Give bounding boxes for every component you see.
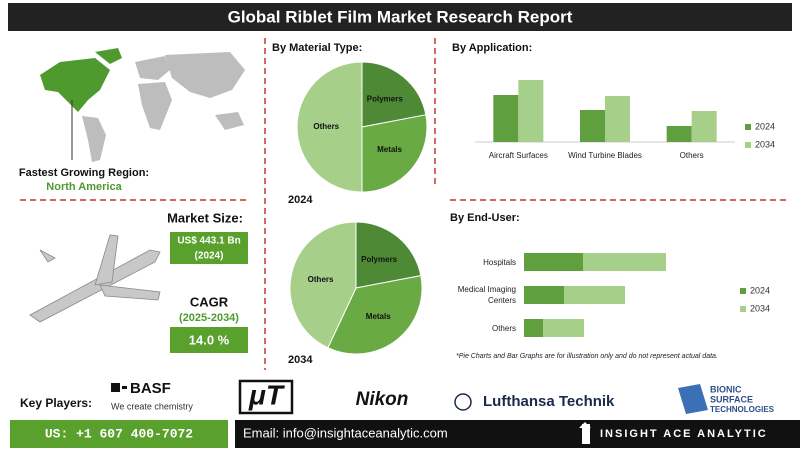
bar <box>518 80 544 142</box>
bar <box>543 319 584 337</box>
pie-slice <box>289 221 357 349</box>
phone-box <box>10 420 228 448</box>
legend-swatch <box>745 124 751 130</box>
phone: US: +1 607 400-7072 <box>45 426 193 441</box>
legend-swatch <box>740 306 746 312</box>
market-size-label: Market Size: <box>167 210 243 225</box>
x-tick-label: Others <box>680 151 704 160</box>
bionic-line: TECHNOLOGIES <box>710 405 775 414</box>
brand-icon <box>579 422 591 444</box>
title: Global Riblet Film Market Research Repor… <box>228 7 573 26</box>
legend-label: 2024 <box>750 285 770 295</box>
title-bar <box>8 3 792 31</box>
world-map <box>40 48 245 162</box>
slice-label: Metals <box>377 145 402 154</box>
bionic-icon <box>678 384 708 414</box>
chart-title: By Application: <box>452 42 532 54</box>
lufthansa-logo: Lufthansa Technik <box>483 393 615 410</box>
slice-label: Polymers <box>361 255 398 264</box>
y-tick-label: Hospitals <box>483 257 516 267</box>
market-size-value: US$ 443.1 Bn <box>177 236 240 247</box>
bar <box>524 286 564 304</box>
bar <box>580 110 605 142</box>
slice-label: Polymers <box>367 95 404 104</box>
market-size-year: (2024) <box>195 251 224 262</box>
email: Email: info@insightaceanalytic.com <box>243 425 448 440</box>
basf: BASF <box>130 380 171 397</box>
bar <box>605 96 630 142</box>
x-tick-label: Wind Turbine Blades <box>568 151 642 160</box>
pie-slice <box>361 61 427 128</box>
region-value: North America <box>46 181 122 193</box>
legend-swatch <box>740 288 746 294</box>
y-tick-label: Others <box>491 323 516 333</box>
legend-swatch <box>745 142 751 148</box>
pie-slice <box>361 114 428 193</box>
legend-label: 2034 <box>750 303 770 313</box>
slice-label: Others <box>308 275 334 284</box>
mut-logo: μT <box>248 379 286 410</box>
bar <box>493 95 519 142</box>
bionic-line: SURFACE <box>710 394 753 404</box>
chart-subtitle: 2034 <box>288 354 313 366</box>
bar <box>583 253 666 271</box>
x-tick-label: Aircraft Surfaces <box>489 151 548 160</box>
brand: INSIGHT ACE ANALYTIC <box>600 428 768 440</box>
basf-logo: BASF We create chemistry <box>111 380 193 411</box>
region-label: Fastest Growing Region: <box>19 167 149 179</box>
cagr-box <box>170 327 248 353</box>
footer-bar <box>235 420 800 448</box>
y-tick-label: Medical Imaging Centers <box>457 285 516 305</box>
legend-label: 2024 <box>755 121 775 131</box>
mut-logo-frame <box>238 379 294 415</box>
bar <box>691 111 717 142</box>
nikon-logo: Nikon <box>356 389 409 410</box>
pie-slice <box>355 221 422 289</box>
airplane <box>29 234 161 323</box>
market-size-box <box>170 232 248 264</box>
pie-slice <box>296 61 363 193</box>
key-players-label: Key Players: <box>20 396 92 410</box>
pie-slice <box>327 275 423 355</box>
slice-label: Metals <box>366 312 391 321</box>
bar <box>524 253 583 271</box>
lufthansa-crane <box>454 393 472 411</box>
bar <box>666 126 692 142</box>
basf-tagline: We create chemistry <box>111 401 193 411</box>
bar <box>524 319 543 337</box>
chart-title: By End-User: <box>450 212 520 224</box>
bionic-line: BIONIC <box>710 384 742 394</box>
cagr-value: 14.0 % <box>189 332 230 347</box>
bar <box>564 286 625 304</box>
cagr-period: (2025-2034) <box>179 312 239 324</box>
chart-title: By Material Type: <box>272 42 362 54</box>
chart-subtitle: 2024 <box>288 194 313 206</box>
legend-label: 2034 <box>755 139 775 149</box>
note: *Pie Charts and Bar Graphs are for illus… <box>456 353 718 360</box>
cagr-label: CAGR <box>190 294 229 309</box>
slice-label: Others <box>313 122 339 131</box>
